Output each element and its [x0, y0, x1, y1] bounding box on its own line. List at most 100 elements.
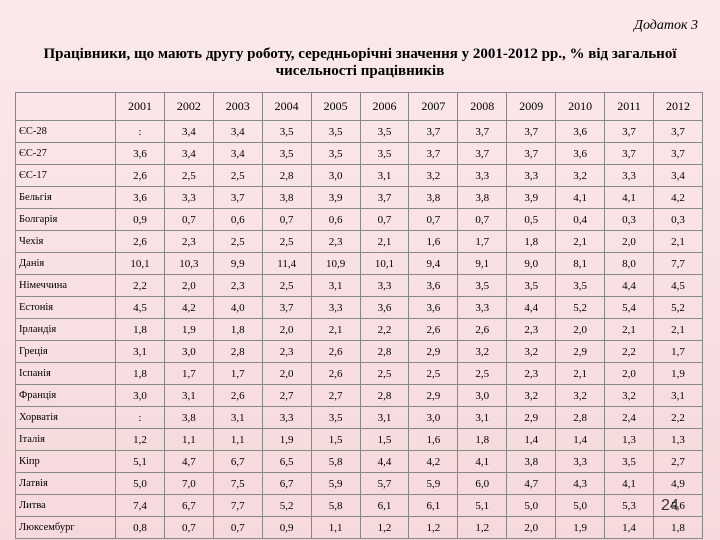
table-row: Люксембург 0,8 0,7 0,7 0,9 1,1 1,2 1,2 1,2 2,0 1,9…: [15, 516, 704, 539]
column-header: 2010: [555, 92, 606, 121]
table-cell: 3,3: [555, 450, 606, 473]
table-cell: 7,0: [163, 472, 214, 495]
table-cell: 3,7: [261, 296, 312, 319]
table-cell: 4,7: [163, 450, 214, 473]
table-cell: 0,7: [457, 208, 508, 231]
table-row: Німеччина 2,2 2,0 2,3 2,5 3,1 3,3 3,6 3,5 3,5 3,5 4…: [15, 274, 704, 297]
table-cell: 1,2: [115, 428, 165, 451]
table-cell: 5,8: [310, 494, 361, 517]
table-cell: 3,7: [457, 142, 508, 165]
row-label: Данія: [15, 252, 116, 275]
table-cell: 1,1: [212, 428, 263, 451]
table-cell: 3,1: [457, 406, 508, 429]
table-row: ЄС-28:3,4 3,4 3,5 3,5 3,5 3,7 3,7 3,7 3,6 3,7 3,7: [15, 120, 704, 143]
row-label: Ірландія: [15, 318, 116, 341]
table-cell: 3,0: [408, 406, 459, 429]
table-cell: 3,1: [212, 406, 263, 429]
table-cell: 2,1: [652, 230, 704, 253]
table-cell: 5,9: [408, 472, 459, 495]
table-cell: 1,7: [163, 362, 214, 385]
table-cell: 3,5: [604, 450, 654, 473]
table-cell: 5,9: [310, 472, 361, 495]
table-cell: 1,8: [115, 362, 165, 385]
table-cell: 2,2: [652, 406, 704, 429]
table-cell: 3,2: [457, 340, 508, 363]
table-cell: 4,4: [359, 450, 410, 473]
table-cell: 0,7: [408, 208, 459, 231]
table-cell: 2,8: [555, 406, 606, 429]
table-cell: 3,1: [359, 406, 410, 429]
table-cell: 3,0: [457, 384, 508, 407]
column-header: 2007: [408, 92, 459, 121]
table-cell: 2,0: [261, 318, 312, 341]
table-cell: 3,3: [506, 164, 557, 187]
table-cell: 0,9: [115, 208, 165, 231]
table-cell: 3,4: [212, 142, 263, 165]
table-cell: 3,5: [261, 120, 312, 143]
table-cell: 2,3: [506, 362, 557, 385]
table-cell: 2,1: [604, 318, 654, 341]
table-cell: 3,6: [359, 296, 410, 319]
table-row: Бельгія 3,6 3,3 3,7 3,8 3,9 3,7 3,8 3,8 3,9 4,1 4,1…: [15, 186, 704, 209]
table-cell: 1,8: [115, 318, 165, 341]
table-cell: 3,2: [506, 384, 557, 407]
table-cell: 3,5: [506, 274, 557, 297]
table-cell: 2,1: [555, 362, 606, 385]
table-cell: 2,9: [408, 340, 459, 363]
table-cell: 1,4: [555, 428, 606, 451]
table-cell: 2,0: [604, 362, 654, 385]
table-cell: 4,2: [408, 450, 459, 473]
row-label: Франція: [15, 384, 116, 407]
table-cell: 2,0: [506, 516, 557, 539]
table-row: Іспанія 1,8 1,7 1,7 2,0 2,6 2,5 2,5 2,5 2,3 2,1 2,0…: [15, 362, 704, 385]
row-label: Чехія: [15, 230, 116, 253]
table-cell: 1,9: [163, 318, 214, 341]
table-cell: 3,3: [457, 164, 508, 187]
table-cell: 6,1: [408, 494, 459, 517]
table-cell: 1,4: [506, 428, 557, 451]
table-cell: 7,7: [212, 494, 263, 517]
table-cell: 2,3: [310, 230, 361, 253]
table-cell: 3,4: [212, 120, 263, 143]
table-cell: 2,2: [115, 274, 165, 297]
page-number: 24: [661, 497, 679, 514]
table-cell: 2,2: [359, 318, 410, 341]
table-cell: 3,2: [408, 164, 459, 187]
row-label: ЄС-27: [15, 142, 116, 165]
table-cell: 3,7: [506, 142, 557, 165]
table-cell: 1,7: [212, 362, 263, 385]
table-cell: 1,2: [457, 516, 508, 539]
table-cell: 1,4: [604, 516, 654, 539]
table-cell: 4,9: [652, 472, 704, 495]
table-cell: 2,7: [261, 384, 312, 407]
table-cell: 2,1: [310, 318, 361, 341]
table-cell: 3,7: [212, 186, 263, 209]
table-cell: 2,9: [408, 384, 459, 407]
table-cell: 3,6: [115, 142, 165, 165]
table-cell: 5,0: [555, 494, 606, 517]
table-cell: 3,5: [457, 274, 508, 297]
table-row: Італія 1,2 1,1 1,1 1,9 1,5 1,5 1,6 1,8 1,4 1,4 1,3 1…: [15, 428, 704, 451]
table-cell: 3,7: [604, 120, 654, 143]
table-cell: 4,1: [555, 186, 606, 209]
column-header: 2009: [506, 92, 557, 121]
table-cell: 3,3: [310, 296, 361, 319]
header-row: 2001 2002 2003 2004 2005 2006 2007 2008 2009 2010…: [15, 92, 704, 121]
table-cell: 2,6: [310, 340, 361, 363]
table-cell: 1,3: [652, 428, 704, 451]
table-cell: 2,6: [310, 362, 361, 385]
table-cell: 1,9: [555, 516, 606, 539]
table-cell: 0,7: [163, 516, 214, 539]
table-cell: 3,7: [652, 142, 704, 165]
table-cell: 2,6: [115, 230, 165, 253]
row-label: Хорватія: [15, 406, 116, 429]
table-cell: 1,1: [163, 428, 214, 451]
table-cell: 2,3: [261, 340, 312, 363]
table-body: ЄС-28:3,4 3,4 3,5 3,5 3,5 3,7 3,7 3,7 3,6 3,7 3,7 Є…: [15, 120, 704, 539]
table-cell: 2,5: [212, 164, 263, 187]
table-cell: 0,6: [212, 208, 263, 231]
table-cell: 9,9: [212, 252, 263, 275]
table-row: Чехія 2,6 2,3 2,5 2,5 2,3 2,1 1,6 1,7 1,8 2,1 2,0 2,…: [15, 230, 704, 253]
table-row: Данія 10,1 10,3 9,9 11,4 10,9 10,1 9,4 9,1 9,0 8,1…: [15, 252, 704, 275]
table-cell: 3,3: [604, 164, 654, 187]
